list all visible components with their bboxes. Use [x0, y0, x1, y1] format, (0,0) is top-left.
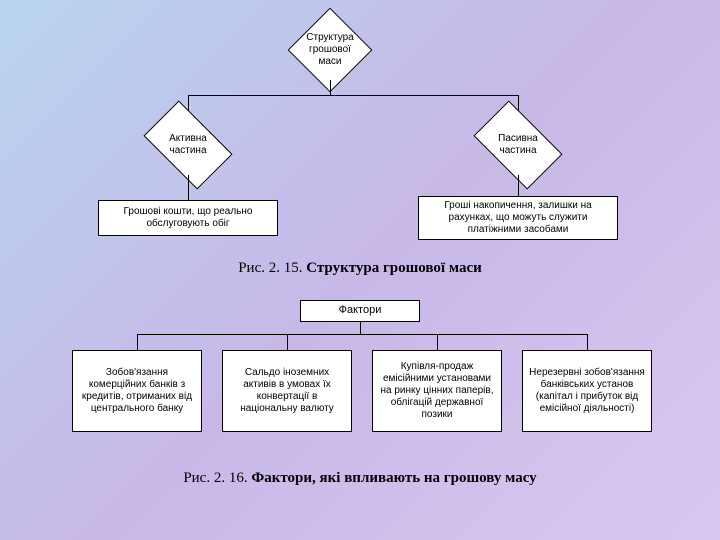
left-box: Грошові кошти, що реально обслуговують о…: [98, 200, 278, 236]
connector-line: [188, 95, 518, 96]
factor-2-text: Сальдо іноземних активів в умовах їх кон…: [227, 367, 347, 415]
connector-line: [360, 322, 361, 334]
connector-line: [587, 334, 588, 350]
factor-box-2: Сальдо іноземних активів в умовах їх кон…: [222, 350, 352, 432]
caption-1: Рис. 2. 15. Структура грошової маси: [0, 260, 720, 277]
caption-2-prefix: Рис. 2. 16.: [183, 470, 251, 486]
caption-2-bold: Фактори, які впливають на грошову масу: [251, 470, 536, 486]
left-box-text: Грошові кошти, що реально обслуговують о…: [103, 206, 273, 230]
right-diamond-text: Пасивна частина: [481, 133, 555, 157]
top-diamond-text: Структура грошової маси: [301, 32, 359, 68]
caption-1-prefix: Рис. 2. 15.: [238, 260, 306, 276]
factor-1-text: Зобов'язання комерційних банків з кредит…: [77, 367, 197, 415]
connector-line: [330, 80, 331, 95]
factors-box: Фактори: [300, 300, 420, 322]
connector-line: [137, 334, 587, 335]
factor-4-text: Нерезервні зобов'язання банківських уста…: [527, 367, 647, 415]
right-box: Гроші накопичення, залишки на рахунках, …: [418, 196, 618, 240]
connector-line: [188, 175, 189, 200]
connector-line: [287, 334, 288, 350]
caption-2: Рис. 2. 16. Фактори, які впливають на гр…: [0, 470, 720, 487]
left-diamond-text: Активна частина: [151, 133, 225, 157]
connector-line: [518, 175, 519, 196]
factor-box-1: Зобов'язання комерційних банків з кредит…: [72, 350, 202, 432]
connector-line: [437, 334, 438, 350]
factor-box-3: Купівля-продаж емісійними установами на …: [372, 350, 502, 432]
connector-line: [137, 334, 138, 350]
factors-text: Фактори: [339, 304, 382, 317]
right-box-text: Гроші накопичення, залишки на рахунках, …: [423, 200, 613, 236]
factor-box-4: Нерезервні зобов'язання банківських уста…: [522, 350, 652, 432]
factor-3-text: Купівля-продаж емісійними установами на …: [377, 361, 497, 421]
caption-1-bold: Структура грошової маси: [306, 260, 482, 276]
